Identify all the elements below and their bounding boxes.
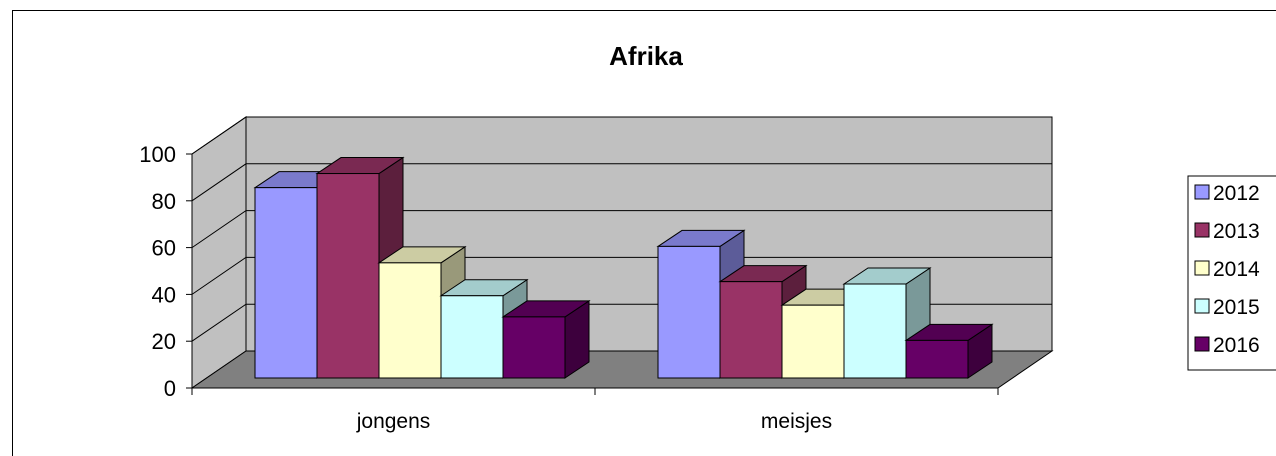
- legend-swatch: [1194, 260, 1210, 276]
- gridline: [191, 163, 1052, 202]
- bar-front: [843, 283, 907, 379]
- bar-front: [316, 173, 380, 379]
- legend-label: 2014: [1213, 258, 1260, 281]
- gridline: [191, 210, 1052, 249]
- side-wall: [191, 116, 247, 389]
- bar-front: [502, 316, 566, 379]
- legend-label: 2016: [1213, 334, 1260, 357]
- legend-swatch: [1194, 222, 1210, 238]
- bar: [315, 156, 405, 379]
- legend-label: 2012: [1213, 182, 1260, 205]
- x-tick-label: meisjes: [761, 410, 832, 433]
- gridlines: [191, 116, 1052, 342]
- y-axis-ticks: 0 20 40 60 80 100: [139, 142, 192, 401]
- y-tick-label: 40: [152, 282, 176, 307]
- y-tick-label: 80: [152, 189, 176, 214]
- legend-label: 2013: [1213, 220, 1260, 243]
- bar-front: [254, 187, 318, 379]
- y-tick-label: 0: [164, 376, 176, 401]
- x-axis-ticks: jongens meisjes: [191, 388, 999, 433]
- bar-front: [719, 281, 783, 379]
- chart-title: Afrika: [609, 41, 683, 71]
- bar-front: [378, 262, 442, 379]
- legend: 2012 2013 2014 2015 2016: [1194, 182, 1260, 357]
- legend-swatch: [1194, 336, 1210, 352]
- legend-swatch: [1194, 184, 1210, 200]
- chart-frame: [12, 10, 1276, 456]
- y-tick-label: 20: [152, 329, 176, 354]
- bar: [501, 299, 591, 379]
- x-tick-label: jongens: [356, 410, 431, 433]
- bar-front: [781, 304, 845, 379]
- bar-front: [657, 245, 721, 379]
- bar-front: [440, 295, 504, 379]
- gridline: [191, 116, 1052, 155]
- y-tick-label: 100: [139, 142, 176, 167]
- bar-front: [905, 339, 969, 379]
- legend-swatch: [1194, 298, 1210, 314]
- bars: [253, 156, 994, 379]
- gridline: [191, 256, 1052, 295]
- legend-label: 2015: [1213, 296, 1260, 319]
- bar: [904, 323, 994, 379]
- y-tick-label: 60: [152, 236, 176, 261]
